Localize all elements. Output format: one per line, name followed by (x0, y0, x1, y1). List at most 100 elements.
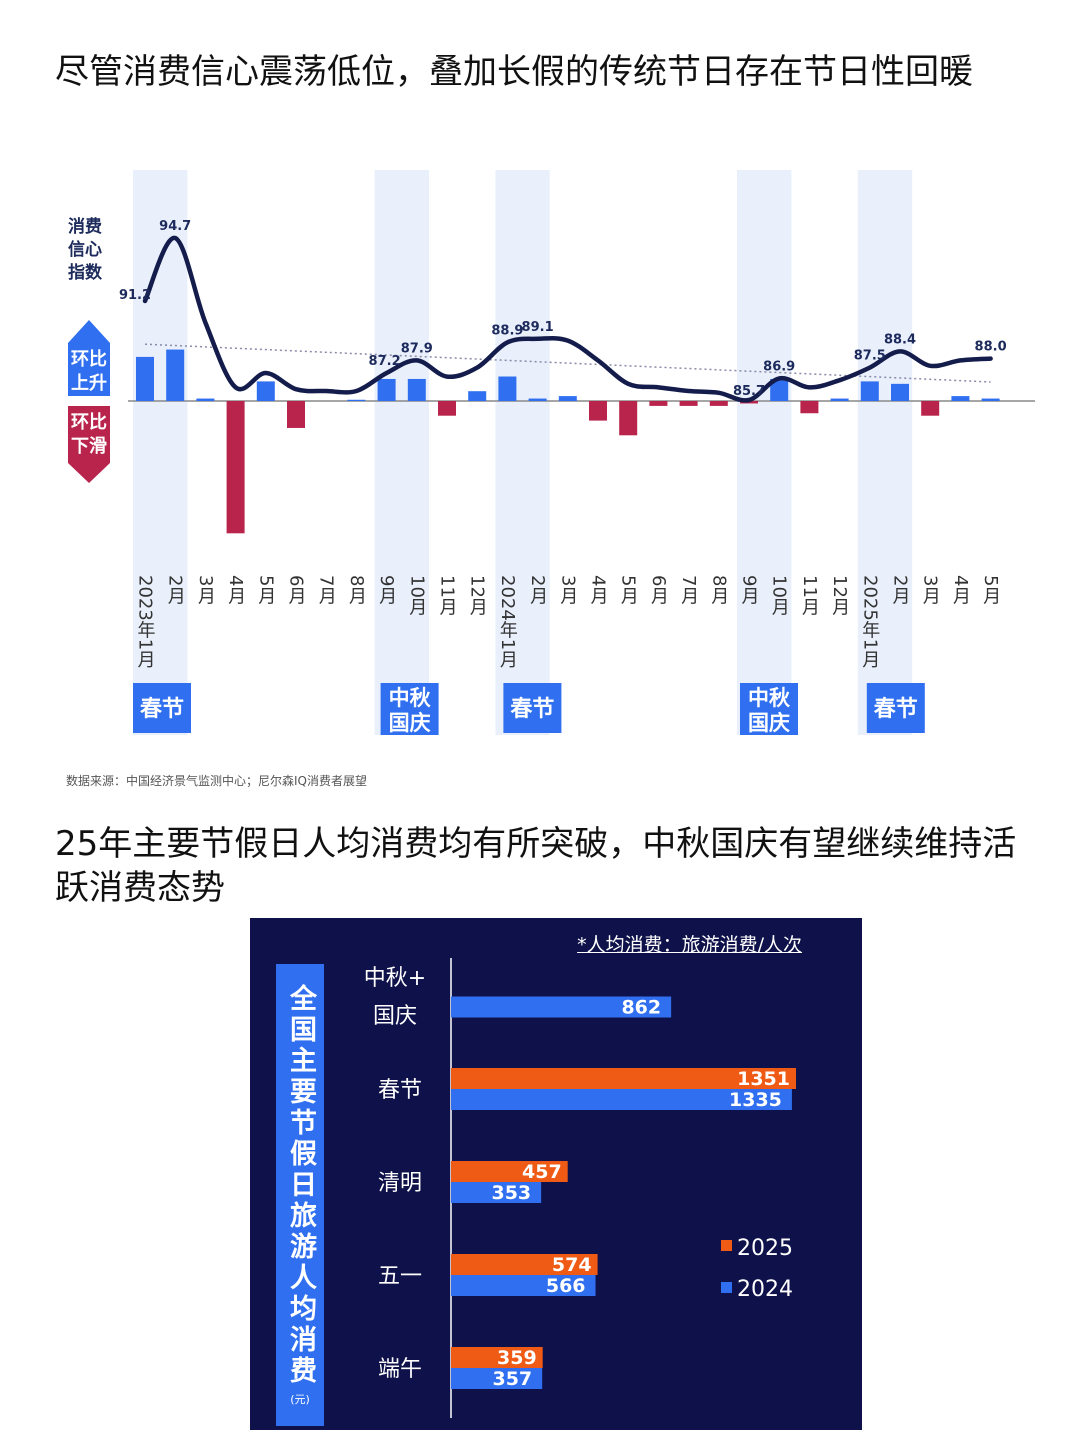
data-label: 88.0 (975, 340, 1007, 355)
x-tick-label: 2024年1月 (497, 575, 518, 668)
x-tick-label: 2月 (890, 575, 911, 604)
chart-title-box: 全国主要节假日旅游人均消费 (元) (276, 964, 324, 1426)
holiday-label: 中秋 (748, 686, 791, 710)
holiday-label: 春节 (140, 697, 184, 722)
data-source: 数据来源：中国经济景气监测中心；尼尔森IQ消费者展望 (66, 774, 367, 788)
mom-bar-down (619, 401, 638, 436)
x-tick-label: 2月 (165, 575, 186, 604)
holiday-box (503, 683, 562, 733)
value-label-2025: 574 (552, 1254, 592, 1276)
category-label: 五一 (378, 1264, 422, 1289)
y-axis-label: 信心 (68, 239, 102, 260)
mom-bar-down (649, 401, 668, 406)
mom-bar-up (347, 399, 366, 401)
mom-bar-down (800, 401, 819, 414)
x-tick-label: 2025年1月 (859, 575, 880, 668)
holiday-spending-panel: 中秋+ 国庆 862 春节 1351 1335 清明 457 353 五一 574 566 端午 359 3… (250, 918, 862, 1430)
mom-bar-down (287, 401, 305, 428)
data-label: 86.9 (763, 359, 795, 374)
bar-2025 (451, 1254, 598, 1275)
mom-bar-up (196, 398, 215, 401)
legend-label-2024: 2024 (737, 1277, 793, 1302)
holiday-label: 春节 (874, 697, 918, 722)
x-tick-label: 11月 (437, 575, 458, 616)
y-axis-label: 消费 (68, 216, 102, 237)
x-tick-label: 3月 (195, 575, 216, 604)
value-label-2025: 1351 (737, 1068, 790, 1090)
page-title: 尽管消费信心震荡低位，叠加长假的传统节日存在节日性回暖 (55, 52, 973, 92)
holiday-box (133, 683, 191, 733)
mom-bar-up (830, 398, 849, 401)
bar-2025 (451, 1161, 568, 1182)
x-tick-label: 9月 (376, 575, 397, 604)
category-label: 清明 (378, 1171, 422, 1196)
category-label: 端午 (378, 1357, 422, 1382)
bar-2024 (451, 1275, 596, 1296)
bar-2025 (451, 1068, 796, 1089)
holiday-label: 春节 (510, 697, 554, 722)
mom-bar-down (589, 401, 607, 421)
x-tick-label: 10月 (406, 575, 427, 616)
holiday-band (737, 170, 792, 735)
data-label: 87.2 (369, 354, 401, 369)
x-tick-label: 5月 (255, 575, 276, 604)
mom-bar-down (921, 401, 940, 416)
legend-down-label: 环比 (71, 412, 107, 433)
holiday-box (380, 683, 439, 735)
data-label: 88.9 (491, 323, 523, 338)
value-label-2025: 359 (497, 1347, 537, 1369)
value-label-2025: 457 (522, 1161, 562, 1183)
chart-unit: (元) (290, 1392, 310, 1406)
mom-bar-down (438, 401, 456, 416)
data-label: 88.4 (884, 332, 916, 347)
holiday-label: 中秋 (389, 686, 432, 710)
x-tick-label: 6月 (648, 575, 669, 604)
data-label: 89.1 (522, 320, 554, 335)
value-label-2024: 862 (621, 997, 661, 1019)
value-label-2024: 1335 (729, 1089, 782, 1111)
x-tick-label: 12月 (829, 575, 850, 616)
x-tick-label: 5月 (618, 575, 639, 604)
confidence-line (142, 235, 993, 403)
legend-up-label: 上升 (71, 373, 107, 394)
bar-2024 (451, 1182, 542, 1203)
x-tick-label: 8月 (708, 575, 729, 604)
legend-up-label: 环比 (71, 349, 107, 370)
x-tick-label: 11月 (799, 575, 820, 616)
data-label: 94.7 (159, 219, 191, 234)
bar-2025 (451, 1347, 543, 1368)
data-label: 85.7 (733, 384, 765, 399)
x-tick-label: 9月 (739, 575, 760, 604)
x-tick-label: 2023年1月 (135, 575, 156, 668)
x-tick-label: 8月 (346, 575, 367, 604)
mom-bar-up (407, 378, 426, 401)
legend-down-label: 下滑 (71, 436, 107, 457)
x-tick-label: 12月 (467, 575, 488, 616)
x-tick-label: 4月 (950, 575, 971, 604)
mom-bar-up (136, 356, 154, 401)
data-label: 91.2 (119, 288, 151, 303)
x-tick-label: 2月 (527, 575, 548, 604)
value-label-2024: 357 (492, 1368, 532, 1390)
chart-title: 全国主要节假日旅游人均消费 (285, 983, 316, 1387)
x-tick-label: 3月 (557, 575, 578, 604)
mom-bar-up (981, 398, 1000, 401)
bar-2024 (451, 1368, 543, 1389)
x-tick-label: 10月 (769, 575, 790, 616)
mom-bar-down (226, 401, 245, 534)
mom-bar-up (860, 381, 879, 401)
mom-bar-up (468, 391, 487, 401)
mom-bar-up (891, 383, 909, 401)
x-tick-label: 3月 (920, 575, 941, 604)
mom-bar-up (256, 381, 275, 401)
category-label: 春节 (378, 1078, 422, 1103)
holiday-band (857, 170, 913, 735)
mom-bar-up (770, 378, 789, 401)
chart-note: *人均消费：旅游消费/人次 (577, 934, 802, 956)
x-tick-label: 7月 (316, 575, 337, 604)
holiday-label: 国庆 (389, 711, 431, 735)
mom-bar-up (951, 396, 970, 401)
value-label-2024: 353 (491, 1182, 531, 1204)
category-label: 国庆 (373, 1004, 417, 1029)
